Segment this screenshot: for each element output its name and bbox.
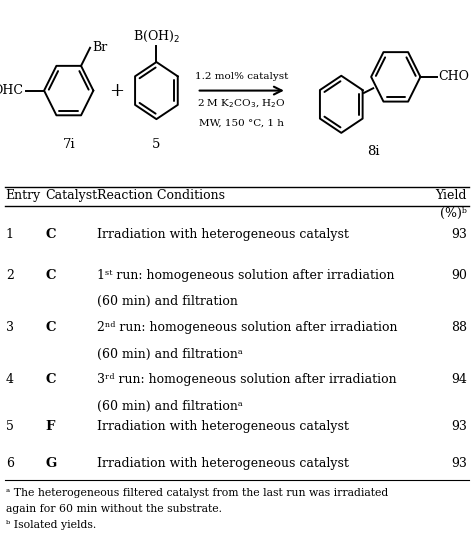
Text: 88: 88 [451, 321, 467, 334]
Text: (60 min) and filtrationᵃ: (60 min) and filtrationᵃ [97, 348, 243, 361]
Text: 8i: 8i [367, 145, 380, 158]
Text: Yield: Yield [436, 189, 467, 202]
Text: ᵃ The heterogeneous filtered catalyst from the last run was irradiated: ᵃ The heterogeneous filtered catalyst fr… [6, 488, 388, 497]
Text: 1.2 mol% catalyst: 1.2 mol% catalyst [195, 72, 288, 81]
Text: C: C [45, 373, 55, 386]
Text: 4: 4 [6, 373, 14, 386]
Text: CHO: CHO [438, 70, 469, 83]
Text: 5: 5 [6, 420, 14, 433]
Text: 1: 1 [6, 228, 14, 241]
Text: again for 60 min without the substrate.: again for 60 min without the substrate. [6, 504, 222, 514]
Text: F: F [45, 420, 55, 433]
Text: 7i: 7i [63, 138, 75, 152]
Text: 2 M K$_2$CO$_3$, H$_2$O: 2 M K$_2$CO$_3$, H$_2$O [197, 97, 286, 110]
Text: (60 min) and filtration: (60 min) and filtration [97, 295, 238, 309]
Text: 3ʳᵈ run: homogeneous solution after irradiation: 3ʳᵈ run: homogeneous solution after irra… [97, 373, 397, 386]
Text: Br: Br [92, 41, 108, 54]
Text: +: + [109, 82, 124, 99]
Text: Entry: Entry [6, 189, 41, 202]
Text: C: C [45, 269, 55, 282]
Text: 93: 93 [451, 228, 467, 241]
Text: Irradiation with heterogeneous catalyst: Irradiation with heterogeneous catalyst [97, 457, 349, 470]
Text: (%)ᵇ: (%)ᵇ [440, 207, 467, 220]
Text: ᵇ Isolated yields.: ᵇ Isolated yields. [6, 520, 96, 530]
Text: Reaction Conditions: Reaction Conditions [97, 189, 225, 202]
Text: B(OH)$_2$: B(OH)$_2$ [133, 29, 180, 44]
Text: (60 min) and filtrationᵃ: (60 min) and filtrationᵃ [97, 400, 243, 413]
Text: MW, 150 °C, 1 h: MW, 150 °C, 1 h [199, 119, 284, 128]
Text: 90: 90 [451, 269, 467, 282]
Text: C: C [45, 228, 55, 241]
Text: 5: 5 [152, 138, 161, 152]
Text: 93: 93 [451, 457, 467, 470]
Text: 1ˢᵗ run: homogeneous solution after irradiation: 1ˢᵗ run: homogeneous solution after irra… [97, 269, 395, 282]
Text: Catalyst: Catalyst [45, 189, 97, 202]
Text: OHC: OHC [0, 84, 24, 97]
Text: Irradiation with heterogeneous catalyst: Irradiation with heterogeneous catalyst [97, 420, 349, 433]
Text: 6: 6 [6, 457, 14, 470]
Text: 93: 93 [451, 420, 467, 433]
Text: 2: 2 [6, 269, 14, 282]
Text: Irradiation with heterogeneous catalyst: Irradiation with heterogeneous catalyst [97, 228, 349, 241]
Text: 2ⁿᵈ run: homogeneous solution after irradiation: 2ⁿᵈ run: homogeneous solution after irra… [97, 321, 398, 334]
Text: G: G [45, 457, 56, 470]
Text: C: C [45, 321, 55, 334]
Text: 3: 3 [6, 321, 14, 334]
Text: 94: 94 [451, 373, 467, 386]
